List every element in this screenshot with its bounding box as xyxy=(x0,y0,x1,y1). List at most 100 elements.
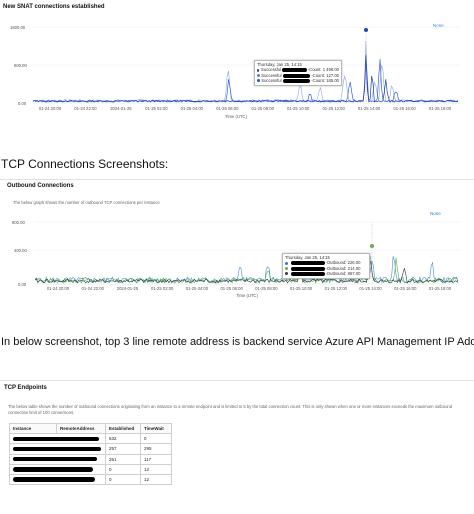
x-tick: 01-25 08:00 xyxy=(255,286,278,291)
x-tick: 01-24 22:00 xyxy=(82,286,105,291)
snat-series-line xyxy=(32,40,459,103)
tooltip-row: -Outbound: 214.00 xyxy=(285,266,367,271)
tooltip-row: Successful -Count: 185.00 xyxy=(257,78,339,83)
x-tick: 01-25 04:00 xyxy=(186,286,209,291)
tooltip-prefix: Successful xyxy=(260,67,282,73)
tooltip-suffix: -Count: xyxy=(307,67,322,73)
redaction-mark xyxy=(290,261,325,266)
outbound-series-line xyxy=(34,254,459,284)
outbound-panel-description: The below graph shows the number of outb… xyxy=(13,200,160,205)
tcp-endpoints-description: The below table shows the number of outb… xyxy=(8,404,453,415)
cell-timewait: 117 xyxy=(140,453,172,465)
column-header-established[interactable]: Established xyxy=(105,422,141,435)
snat-legend-none-link[interactable]: None xyxy=(433,23,444,28)
series-dot xyxy=(257,68,260,72)
tooltip-value: 185.00 xyxy=(326,78,339,84)
y-tick: 0.00 xyxy=(18,282,27,287)
x-tick: 01-25 18:00 xyxy=(429,106,452,111)
outbound-series-line xyxy=(34,254,459,284)
x-tick: 01-24 20:00 xyxy=(39,106,62,111)
redaction-mark xyxy=(13,467,93,472)
x-tick: 01-25 14:00 xyxy=(359,286,382,291)
series-dot xyxy=(257,79,260,83)
table-header-row: Instance RemoteAddress Established TimeW… xyxy=(9,422,172,435)
outbound-panel-title: Outbound Connections xyxy=(7,183,74,189)
snat-tooltip: Thursday, Jan 25, 14:15 Successful -Coun… xyxy=(254,60,342,86)
x-tick: 01-25 12:00 xyxy=(325,286,348,291)
outbound-series-group xyxy=(34,222,459,284)
snat-series-line xyxy=(32,54,459,103)
tooltip-prefix: Successful xyxy=(261,72,282,78)
tooltip-value: 867.00 xyxy=(347,271,361,277)
column-header-instance[interactable]: Instance xyxy=(9,422,57,435)
snat-x-ticks: 01-24 20:00 01-24 22:00 2024-01-25 01-25 02… xyxy=(39,106,452,111)
redaction-mark xyxy=(290,271,325,276)
tooltip-row: -Outbound: 867.00 xyxy=(285,271,367,276)
tooltip-suffix: -Count: xyxy=(311,72,326,78)
cell-established: 257 xyxy=(105,443,141,455)
outbound-tooltip: Thursday, Jan 25, 14:15 -Outbound: 226.0… xyxy=(282,253,370,279)
tooltip-row: Successful -Count: 127.00 xyxy=(257,73,339,78)
series-dot xyxy=(257,74,260,78)
x-tick: 2024-01-25 xyxy=(117,286,139,291)
redaction-mark xyxy=(13,436,99,442)
x-tick: 01-25 08:00 xyxy=(252,106,275,111)
tooltip-value: 226.00 xyxy=(347,260,361,266)
redacted-cell xyxy=(9,473,106,486)
redacted-cell xyxy=(9,463,106,475)
column-header-remote-address[interactable]: RemoteAddress xyxy=(56,422,106,435)
x-axis-label: Time (UTC) xyxy=(225,114,247,119)
x-tick: 01-25 02:00 xyxy=(145,106,168,111)
series-dot xyxy=(285,267,288,271)
outbound-x-ticks: 01-24 20:00 01-24 22:00 2024-01-25 01-25 02… xyxy=(47,286,452,291)
redaction-mark xyxy=(282,78,311,83)
tcp-endpoints-panel xyxy=(0,380,474,509)
tooltip-prefix: Successful xyxy=(261,78,282,84)
cell-timewait: 0 xyxy=(140,433,172,445)
table-row: 257 295 xyxy=(9,443,172,455)
x-tick: 01-25 10:00 xyxy=(287,106,310,111)
cell-timewait: 12 xyxy=(140,463,172,475)
outbound-legend-none-link[interactable]: None xyxy=(430,211,441,216)
redaction-mark xyxy=(290,266,325,271)
x-axis-label: Time (UTC) xyxy=(236,293,258,298)
outbound-panel xyxy=(0,179,474,297)
table-row: 0 12 xyxy=(9,463,172,475)
cell-timewait: 12 xyxy=(140,473,172,486)
table-row: 251 117 xyxy=(9,453,172,465)
section-heading-tcp: TCP Connections Screenshots: xyxy=(1,157,169,171)
column-header-timewait[interactable]: TimeWait xyxy=(140,422,172,435)
tooltip-suffix: -Outbound: xyxy=(325,260,347,266)
snat-chart: 1800.00 600.00 0.00 01-24 20:00 01-24 22:… xyxy=(10,25,460,119)
tooltip-row: Successful -Count: 1 496.00 xyxy=(257,67,339,72)
series-dot xyxy=(285,272,288,276)
x-tick: 01-25 06:00 xyxy=(220,286,243,291)
section-heading-endpoints: In below screenshot, top 3 line remote a… xyxy=(1,336,474,348)
x-tick: 01-25 16:00 xyxy=(394,286,417,291)
y-tick: 1800.00 xyxy=(10,25,26,30)
redaction-mark xyxy=(13,456,97,462)
tooltip-date: Thursday, Jan 25, 14:15 xyxy=(285,255,330,260)
cell-established: 0 xyxy=(105,463,141,475)
y-tick: 600.00 xyxy=(14,63,27,68)
table-row: 632 0 xyxy=(9,433,172,445)
cell-timewait: 295 xyxy=(140,443,172,455)
redacted-cell xyxy=(9,453,106,465)
tooltip-value: 1 496.00 xyxy=(322,67,339,73)
redacted-cell xyxy=(9,433,106,445)
redaction-mark xyxy=(282,73,311,78)
redaction-mark xyxy=(282,68,307,73)
tooltip-value: 214.00 xyxy=(347,265,361,271)
snat-series-group xyxy=(32,27,459,103)
y-tick: 0.00 xyxy=(18,101,27,106)
tooltip-row: -Outbound: 226.00 xyxy=(285,260,367,265)
x-tick: 2024-01-25 xyxy=(110,106,132,111)
redaction-mark xyxy=(13,446,101,452)
x-tick: 01-25 16:00 xyxy=(393,106,416,111)
tcp-endpoints-table: Instance RemoteAddress Established TimeW… xyxy=(9,422,172,486)
x-tick: 01-25 14:00 xyxy=(358,106,381,111)
y-tick: 400.00 xyxy=(14,248,27,253)
tooltip-suffix: -Outbound: xyxy=(325,265,347,271)
tooltip-value: 127.00 xyxy=(326,72,339,78)
x-tick: 01-25 18:00 xyxy=(429,286,452,291)
